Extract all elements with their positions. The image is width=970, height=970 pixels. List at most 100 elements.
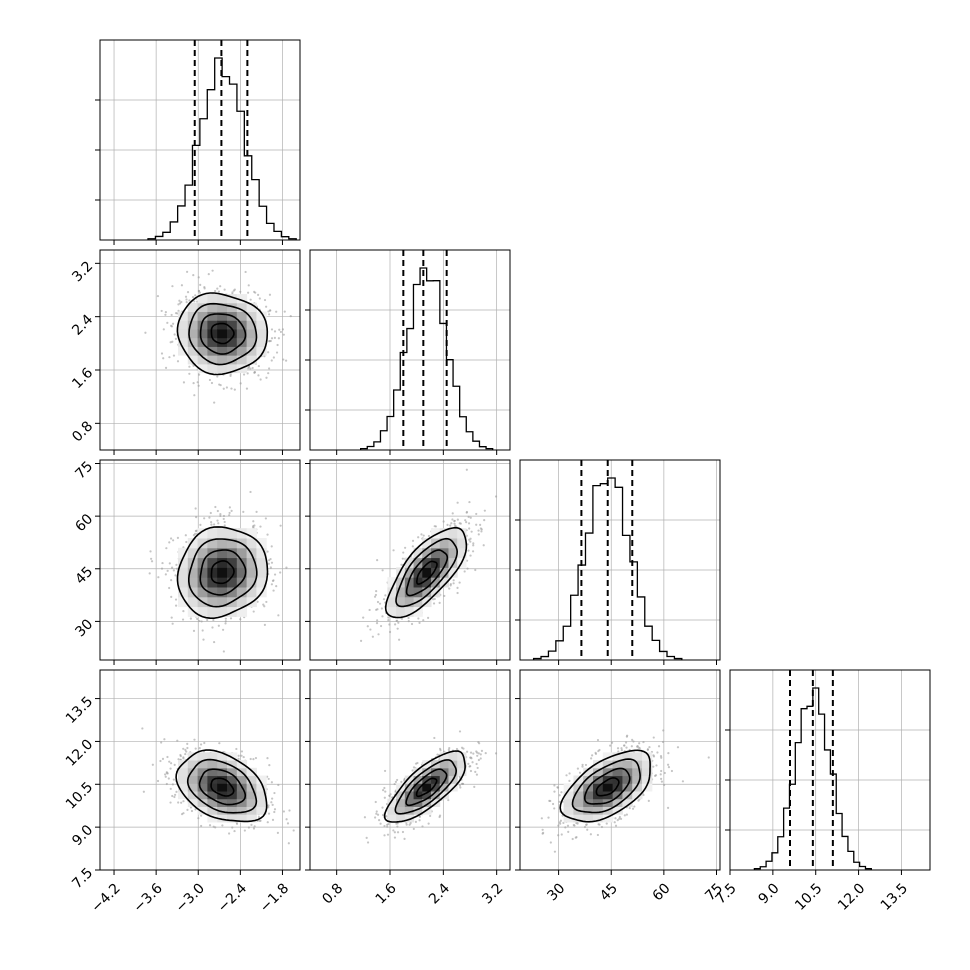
scatter-point	[170, 762, 173, 765]
density-cell	[197, 606, 208, 617]
scatter-point	[443, 594, 446, 598]
scatter-point	[221, 824, 224, 827]
scatter-point	[476, 754, 479, 757]
scatter-point	[198, 373, 201, 376]
scatter-point	[392, 549, 395, 552]
scatter-point	[483, 509, 486, 512]
scatter-panel-3-2	[520, 670, 720, 870]
density-cell	[396, 806, 406, 815]
density-cell	[217, 346, 228, 356]
density-cell	[413, 791, 423, 800]
scatter-point	[192, 273, 195, 277]
scatter-point	[164, 775, 167, 778]
scatter-point	[161, 561, 164, 565]
scatter-point	[235, 747, 238, 751]
scatter-point	[219, 514, 222, 518]
density-cell	[404, 775, 415, 784]
x-tick-label: 30	[544, 880, 568, 904]
density-cell	[197, 577, 208, 588]
scatter-point	[162, 328, 165, 331]
density-cell	[404, 577, 415, 588]
scatter-point	[432, 602, 436, 605]
scatter-point	[212, 523, 216, 526]
scatter-point	[210, 381, 214, 385]
scatter-point	[375, 608, 378, 611]
scatter-frame-3-1	[309, 669, 511, 871]
scatter-point	[268, 309, 272, 312]
scatter-point	[276, 343, 279, 347]
scatter-point	[610, 741, 614, 744]
scatter-point	[239, 618, 242, 621]
scatter-point	[251, 366, 254, 370]
scatter-point	[199, 814, 203, 817]
scatter-point	[469, 769, 473, 773]
density-cell	[622, 760, 633, 769]
density-cell	[396, 606, 406, 617]
scatter-point	[284, 359, 288, 362]
scatter-point	[170, 616, 173, 619]
density-cell	[197, 328, 208, 339]
density-cell	[187, 567, 199, 578]
scatter-point	[559, 822, 562, 825]
scatter-point	[636, 744, 639, 748]
density-cell	[217, 775, 228, 784]
scatter-point	[194, 808, 197, 811]
scatter-point	[468, 538, 471, 541]
scatter-point	[173, 795, 176, 799]
scatter-point	[464, 519, 467, 522]
scatter-point	[175, 790, 178, 793]
scatter-point	[571, 837, 574, 841]
scatter-point	[186, 808, 189, 812]
density-cell	[256, 311, 267, 321]
scatter-point	[388, 794, 391, 797]
density-cell	[178, 586, 189, 598]
scatter-point	[663, 771, 666, 775]
scatter-point	[469, 751, 473, 754]
scatter-point	[540, 817, 543, 820]
density-cell	[236, 596, 248, 608]
scatter-point	[586, 828, 589, 831]
scatter-point	[366, 841, 370, 844]
density-cell	[178, 567, 189, 578]
scatter-point	[386, 833, 390, 836]
scatter-point	[465, 521, 468, 524]
contour-2-1-1	[405, 549, 449, 597]
scatter-point	[396, 627, 399, 630]
scatter-point	[221, 628, 225, 631]
scatter-point	[374, 800, 377, 804]
scatter-point	[172, 322, 175, 325]
density-cell	[227, 760, 238, 769]
density-cell	[396, 814, 406, 823]
density-cell	[246, 806, 257, 815]
density-cell	[178, 767, 189, 777]
scatter-point	[267, 562, 270, 565]
scatter-point	[266, 533, 269, 536]
scatter-point	[240, 750, 244, 753]
density-cell	[207, 337, 218, 347]
scatter-point	[270, 328, 274, 331]
scatter-point	[182, 747, 185, 750]
scatter-point	[192, 534, 196, 537]
scatter-point	[189, 617, 192, 620]
scatter-point	[263, 298, 267, 302]
scatter-point	[174, 793, 177, 796]
x-tick-label: 10.5	[792, 880, 825, 913]
scatter-point	[285, 566, 288, 569]
density-cell	[236, 798, 248, 807]
density-cell	[256, 547, 267, 559]
scatter-point	[417, 617, 420, 620]
scatter-point	[422, 619, 425, 622]
density-cell	[632, 783, 643, 792]
scatter-point	[389, 793, 392, 796]
scatter-point	[474, 568, 477, 572]
scatter-point	[541, 828, 544, 831]
scatter-point	[268, 367, 271, 370]
density-cell	[187, 346, 199, 356]
scatter-point	[169, 767, 172, 770]
scatter-point	[165, 782, 168, 786]
scatter-point	[616, 819, 619, 822]
scatter-point	[395, 619, 398, 623]
density-cell	[187, 547, 199, 559]
scatter-point	[182, 381, 186, 384]
scatter-point	[568, 779, 571, 783]
